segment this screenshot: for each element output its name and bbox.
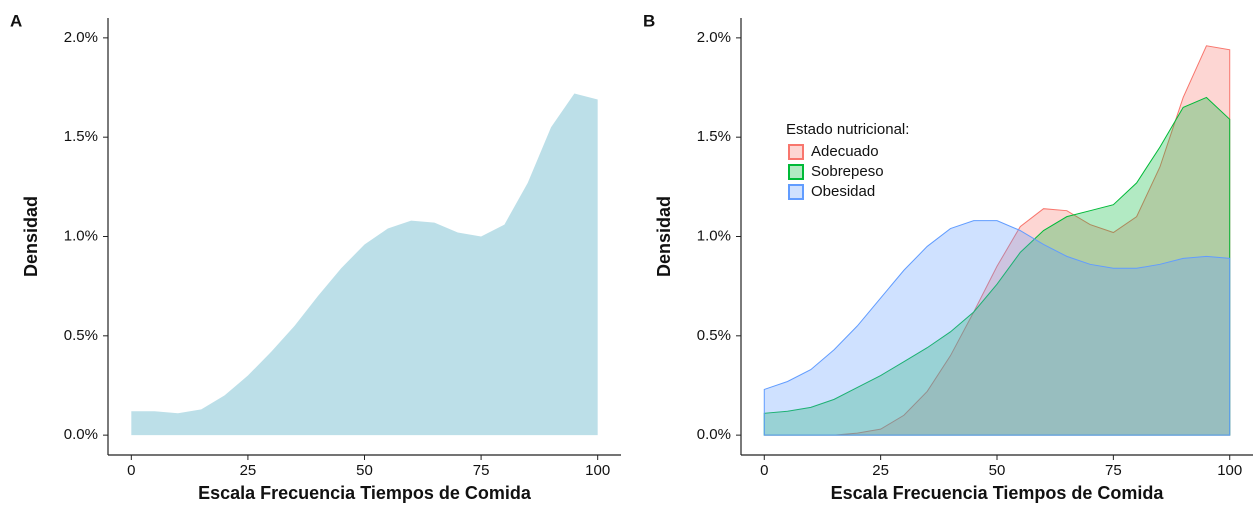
x-tick-label: 50: [356, 462, 373, 479]
x-axis-title: Escala Frecuencia Tiempos de Comida: [831, 483, 1165, 503]
y-tick-label: 0.5%: [697, 327, 731, 344]
density-area: [764, 45, 1231, 436]
legend-swatch: [788, 144, 804, 160]
y-tick-label: 1.0%: [697, 227, 731, 244]
legend-swatch: [788, 164, 804, 180]
density-area: [763, 96, 1231, 436]
y-axis-title: Densidad: [21, 196, 41, 277]
density-area: [763, 220, 1231, 436]
legend-label: Obesidad: [811, 183, 875, 200]
legend-label: Adecuado: [811, 143, 879, 160]
x-tick-label: 75: [1105, 462, 1122, 479]
legend-title: Estado nutricional:: [786, 121, 909, 138]
y-axis-title: Densidad: [654, 196, 674, 277]
y-tick-label: 0.0%: [64, 426, 98, 443]
y-tick-label: 1.5%: [64, 128, 98, 145]
y-tick-label: 1.5%: [697, 128, 731, 145]
x-tick-label: 0: [760, 462, 768, 479]
x-tick-label: 0: [127, 462, 135, 479]
legend-label: Sobrepeso: [811, 163, 884, 180]
y-tick-label: 2.0%: [64, 29, 98, 46]
legend-swatch: [788, 184, 804, 200]
x-tick-label: 50: [989, 462, 1006, 479]
y-tick-label: 0.0%: [697, 426, 731, 443]
x-tick-label: 75: [473, 462, 490, 479]
y-tick-label: 2.0%: [697, 29, 731, 46]
x-tick-label: 25: [872, 462, 889, 479]
x-axis-title: Escala Frecuencia Tiempos de Comida: [198, 483, 532, 503]
panel-label: A: [10, 11, 22, 30]
panel-label: B: [643, 11, 655, 30]
x-tick-label: 100: [1217, 462, 1242, 479]
x-tick-label: 25: [240, 462, 257, 479]
density-area: [131, 93, 598, 436]
y-tick-label: 0.5%: [64, 327, 98, 344]
y-tick-label: 1.0%: [64, 227, 98, 244]
x-tick-label: 100: [585, 462, 610, 479]
